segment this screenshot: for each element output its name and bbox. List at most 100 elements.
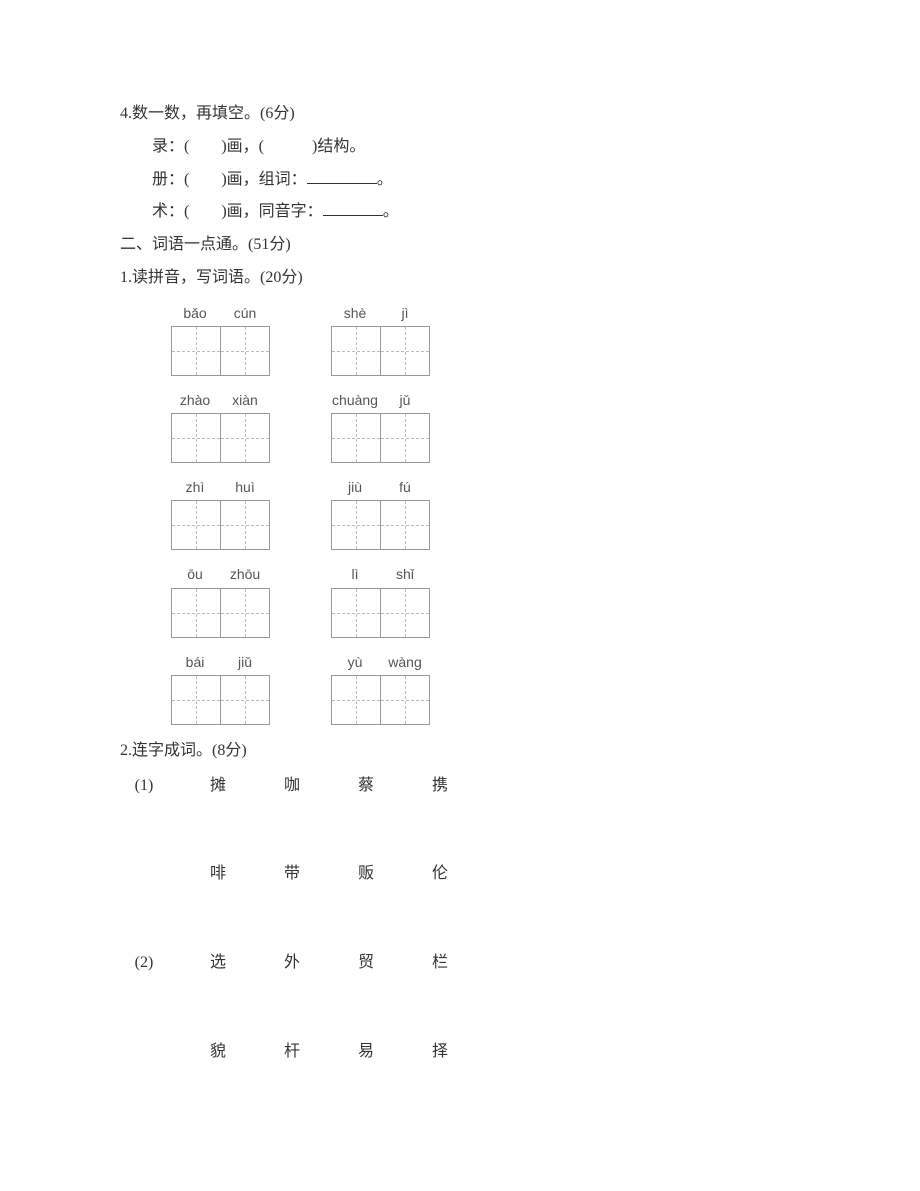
tian-box[interactable] [331, 326, 381, 376]
pinyin-row: báijiǔ yùwàng [170, 650, 800, 725]
grid-boxes [171, 326, 270, 376]
char-cell: 啡 [202, 860, 234, 889]
pinyin-group: zhìhuì [170, 475, 270, 550]
char-cell: 栏 [424, 949, 456, 978]
pinyin-group: zhàoxiàn [170, 388, 270, 463]
pinyin-row: zhàoxiàn chuàngjǔ [170, 388, 800, 463]
pinyin-label: jì [380, 301, 430, 326]
q4-line-lu: 录：( )画，( )结构。 [152, 133, 800, 162]
pinyin-label: chuàng [330, 388, 380, 413]
q4-blank-2[interactable] [323, 200, 383, 216]
q4-rest-2: ：( )画，同音字： [168, 203, 323, 220]
tian-box[interactable] [220, 500, 270, 550]
pinyin-labels: lìshǐ [330, 562, 430, 587]
group-label: (1) [128, 772, 160, 801]
tian-box[interactable] [331, 588, 381, 638]
char-cell: 择 [424, 1038, 456, 1067]
char-cell: 携 [424, 772, 456, 801]
pinyin-label: bái [170, 650, 220, 675]
tian-box[interactable] [171, 413, 221, 463]
tian-box[interactable] [220, 326, 270, 376]
pinyin-label: cún [220, 301, 270, 326]
pinyin-label: shǐ [380, 562, 430, 587]
char-row-bottom: 啡带贩伦 [120, 860, 800, 889]
tian-box[interactable] [331, 500, 381, 550]
pinyin-label: shè [330, 301, 380, 326]
tian-box[interactable] [380, 326, 430, 376]
group-label: (2) [128, 949, 160, 978]
grid-boxes [171, 675, 270, 725]
pinyin-labels: chuàngjǔ [330, 388, 430, 413]
grid-boxes [171, 500, 270, 550]
char-row-bottom: 貌杆易择 [120, 1038, 800, 1067]
grid-boxes [331, 326, 430, 376]
char-cell: 易 [350, 1038, 382, 1067]
q4-char-2: 术 [152, 203, 168, 220]
grid-boxes [331, 675, 430, 725]
tian-box[interactable] [220, 413, 270, 463]
char-row-top: (1)摊咖蔡携 [120, 772, 800, 801]
grid-boxes [171, 588, 270, 638]
char-cell: 贸 [350, 949, 382, 978]
pinyin-group: bǎocún [170, 301, 270, 376]
q4-rest-0: ：( )画，( )结构。 [168, 138, 365, 155]
pinyin-row: zhìhuì jiùfú [170, 475, 800, 550]
pinyin-label: fú [380, 475, 430, 500]
tian-box[interactable] [380, 413, 430, 463]
pinyin-labels: zhìhuì [170, 475, 270, 500]
char-cell: 选 [202, 949, 234, 978]
grid-boxes [331, 588, 430, 638]
q4-title: 4.数一数，再填空。(6分) [120, 100, 800, 129]
tian-box[interactable] [331, 413, 381, 463]
pinyin-group: báijiǔ [170, 650, 270, 725]
tian-box[interactable] [331, 675, 381, 725]
spacer [128, 860, 160, 889]
char-cell: 蔡 [350, 772, 382, 801]
pinyin-grid-area: bǎocún shèjì zhàoxiàn chuàngjǔ zhìhuì jiùfú ōu… [120, 301, 800, 725]
char-cell: 伦 [424, 860, 456, 889]
pinyin-group: shèjì [330, 301, 430, 376]
pinyin-labels: zhàoxiàn [170, 388, 270, 413]
tian-box[interactable] [220, 675, 270, 725]
pinyin-group: chuàngjǔ [330, 388, 430, 463]
q2-title: 2.连字成词。(8分) [120, 737, 800, 766]
q4-char-1: 册 [152, 171, 168, 188]
grid-boxes [171, 413, 270, 463]
char-row-top: (2) 选 外 贸 栏 [120, 949, 800, 978]
section2-title: 二、词语一点通。(51分) [120, 231, 800, 260]
grid-boxes [331, 500, 430, 550]
q4-rest-1: ：( )画，组词： [168, 171, 307, 188]
tian-box[interactable] [171, 500, 221, 550]
pinyin-label: ōu [170, 562, 220, 587]
tian-box[interactable] [380, 588, 430, 638]
char-cell: 咖 [276, 772, 308, 801]
pinyin-labels: báijiǔ [170, 650, 270, 675]
pinyin-label: zhōu [220, 562, 270, 587]
char-cell: 带 [276, 860, 308, 889]
pinyin-label: yù [330, 650, 380, 675]
pinyin-row: bǎocún shèjì [170, 301, 800, 376]
q4-suffix-1: 。 [377, 171, 393, 188]
pinyin-labels: bǎocún [170, 301, 270, 326]
pinyin-group: yùwàng [330, 650, 430, 725]
q4-blank-1[interactable] [307, 168, 377, 184]
char-cell: 貌 [202, 1038, 234, 1067]
char-cell: 杆 [276, 1038, 308, 1067]
pinyin-labels: shèjì [330, 301, 430, 326]
pinyin-label: zhì [170, 475, 220, 500]
pinyin-label: jiù [330, 475, 380, 500]
char-cell: 贩 [350, 860, 382, 889]
tian-box[interactable] [171, 588, 221, 638]
tian-box[interactable] [171, 326, 221, 376]
pinyin-row: ōuzhōu lìshǐ [170, 562, 800, 637]
tian-box[interactable] [220, 588, 270, 638]
pinyin-group: jiùfú [330, 475, 430, 550]
tian-box[interactable] [380, 675, 430, 725]
pinyin-label: jiǔ [220, 650, 270, 675]
q4-line-shu: 术：( )画，同音字： 。 [152, 198, 800, 227]
char-cell: 外 [276, 949, 308, 978]
tian-box[interactable] [380, 500, 430, 550]
tian-box[interactable] [171, 675, 221, 725]
pinyin-labels: jiùfú [330, 475, 430, 500]
q4-suffix-2: 。 [383, 203, 399, 220]
